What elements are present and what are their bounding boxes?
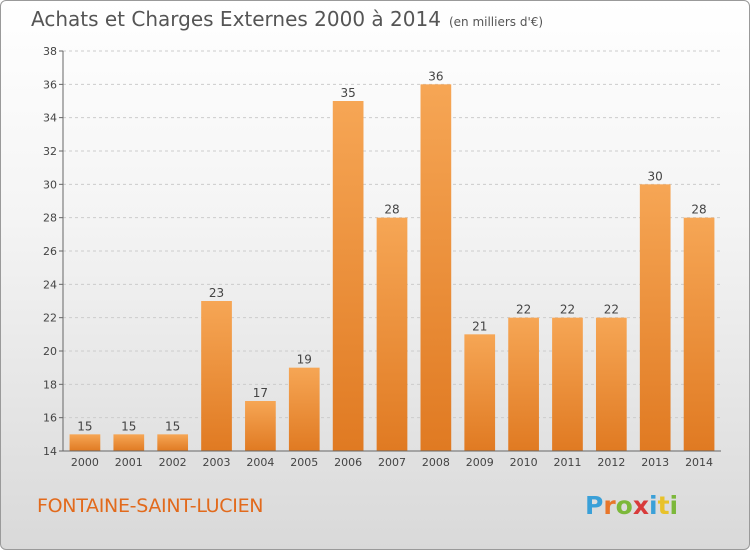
- x-tick-label: 2007: [378, 456, 406, 469]
- data-label: 35: [340, 86, 355, 100]
- x-tick-label: 2012: [597, 456, 625, 469]
- data-label: 15: [121, 419, 136, 433]
- bar: [201, 301, 232, 451]
- chart-title-text: Achats et Charges Externes 2000 à 2014: [31, 7, 441, 31]
- x-tick-labels: 2000 2001 2002 2003 2004 2005 2006 2007 2008 2009…: [71, 456, 713, 469]
- proxiti-logo: Proxiti: [585, 491, 678, 520]
- y-tick-label: 24: [43, 278, 57, 291]
- y-tick-label: 16: [43, 412, 57, 425]
- y-tick-label: 28: [43, 212, 57, 225]
- bar: [639, 184, 671, 452]
- data-label: 23: [209, 286, 224, 300]
- bar: [552, 317, 583, 451]
- y-tick-label: 30: [43, 178, 57, 191]
- data-label: 36: [428, 69, 443, 83]
- bar: [113, 434, 145, 451]
- x-tick-label: 2011: [553, 456, 581, 469]
- bar: [464, 334, 496, 451]
- bar: [157, 434, 189, 451]
- y-tick-label: 14: [43, 445, 57, 458]
- y-tick-label: 38: [43, 45, 57, 58]
- data-labels: 15 15 15 23 17 19 35 28 36 21 22 22 22 30 28: [77, 69, 706, 433]
- bar: [69, 434, 101, 451]
- bar: [595, 317, 627, 451]
- chart-subtitle: (en milliers d'€): [448, 15, 544, 29]
- data-label: 22: [516, 303, 531, 317]
- bar: [508, 317, 539, 451]
- y-tick-label: 36: [43, 78, 57, 91]
- data-label: 17: [253, 386, 268, 400]
- data-label: 28: [691, 203, 706, 217]
- bar: [376, 217, 408, 451]
- logo-letter: x: [632, 491, 649, 520]
- y-tick-label: 26: [43, 245, 57, 258]
- logo-letter: o: [615, 491, 633, 520]
- x-tick-label: 2005: [290, 456, 318, 469]
- y-tick-label: 34: [43, 112, 57, 125]
- data-label: 22: [604, 303, 619, 317]
- x-tick-label: 2006: [334, 456, 362, 469]
- bar: [332, 101, 364, 451]
- data-label: 21: [472, 319, 487, 333]
- y-tick-label: 22: [43, 312, 57, 325]
- x-tick-label: 2008: [422, 456, 450, 469]
- data-label: 28: [384, 203, 399, 217]
- logo-letter: t: [657, 491, 670, 520]
- bar: [245, 401, 276, 451]
- logo-letter: P: [585, 491, 604, 520]
- y-tick-labels: 14 16 18 20 22 24 26 28 30 32 34 36 38: [43, 45, 63, 458]
- data-label: 15: [165, 419, 180, 433]
- x-tick-label: 2009: [466, 456, 494, 469]
- logo-letter: r: [603, 491, 616, 520]
- commune-name: FONTAINE-SAINT-LUCIEN: [37, 495, 264, 517]
- bar: [288, 367, 320, 451]
- bar: [420, 84, 452, 451]
- logo-letter: i: [649, 491, 658, 520]
- x-tick-label: 2000: [71, 456, 99, 469]
- data-label: 22: [560, 303, 575, 317]
- x-tick-label: 2003: [203, 456, 231, 469]
- data-label: 30: [648, 169, 663, 183]
- y-tick-label: 18: [43, 378, 57, 391]
- y-tick-label: 20: [43, 345, 57, 358]
- axes: [62, 51, 721, 452]
- x-tick-label: 2013: [641, 456, 669, 469]
- x-tick-label: 2010: [510, 456, 538, 469]
- chart-title: Achats et Charges Externes 2000 à 2014 (e…: [31, 7, 543, 31]
- y-tick-label: 32: [43, 145, 57, 158]
- data-label: 19: [297, 353, 312, 367]
- data-label: 15: [77, 419, 92, 433]
- x-tick-label: 2004: [246, 456, 274, 469]
- x-tick-label: 2002: [159, 456, 187, 469]
- x-tick-label: 2001: [115, 456, 143, 469]
- x-tick-label: 2014: [685, 456, 713, 469]
- logo-letter: i: [669, 491, 679, 520]
- bars: [69, 84, 715, 452]
- bar: [683, 217, 715, 451]
